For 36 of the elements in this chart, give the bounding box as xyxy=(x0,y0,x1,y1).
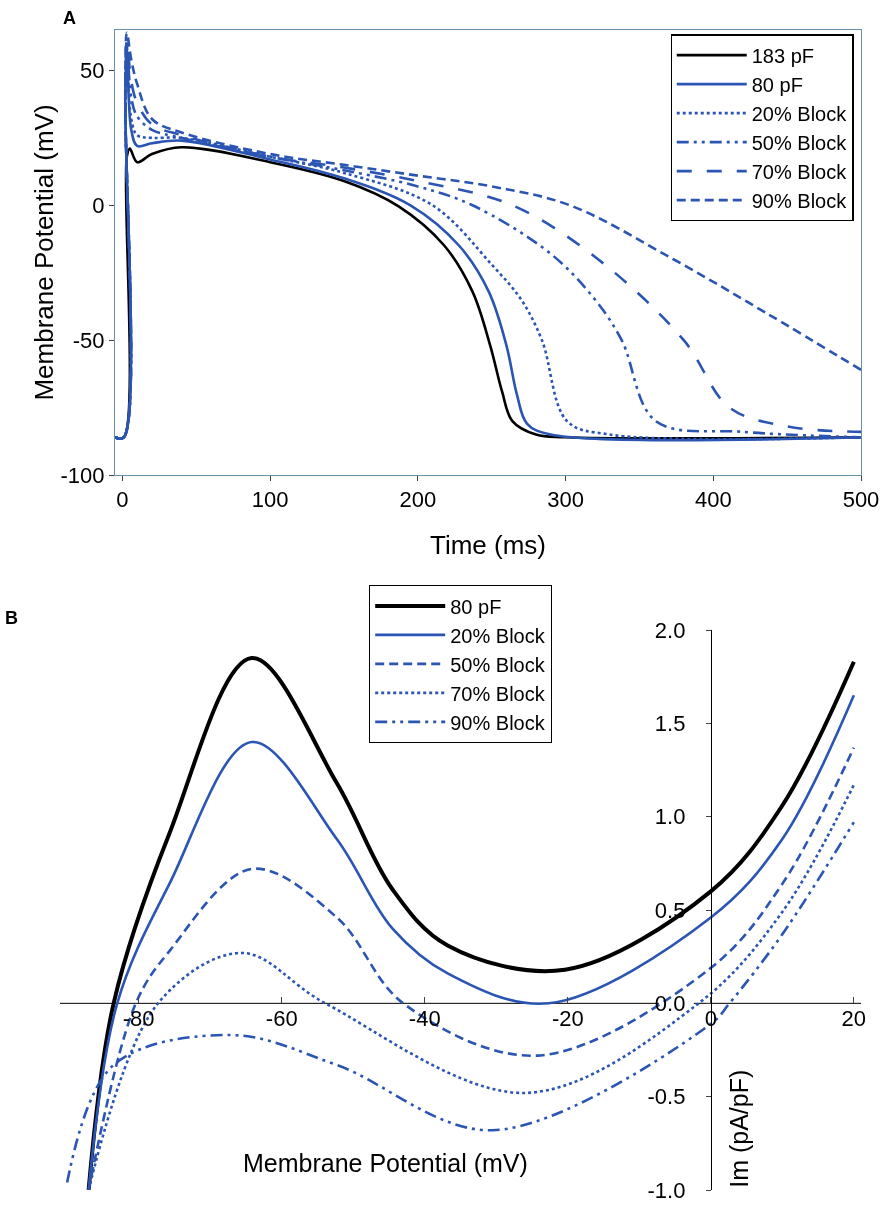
y-tick-label: -1.0 xyxy=(647,1177,686,1203)
x-axis-title: Membrane Potential (mV) xyxy=(243,1149,528,1177)
legend-label: 70% Block xyxy=(751,160,848,183)
y-tick-label: -100 xyxy=(60,462,105,488)
x-tick-label: 400 xyxy=(694,487,732,513)
legend-label: 90% Block xyxy=(450,711,546,734)
legend-label: 20% Block xyxy=(450,624,546,647)
legend-label: 70% Block xyxy=(450,682,546,705)
x-tick-label: 300 xyxy=(547,487,584,513)
y-tick-label: 0 xyxy=(92,193,105,218)
y-tick-label: 1.5 xyxy=(654,711,686,737)
x-tick-label: 200 xyxy=(399,487,437,513)
x-tick-label: 100 xyxy=(251,487,289,513)
x-tick-label: 0 xyxy=(116,487,129,513)
legend-label: 50% Block xyxy=(450,653,546,676)
y-axis-title: Membrane Potential (mV) xyxy=(29,104,59,401)
x-tick-label: -20 xyxy=(551,1006,584,1032)
legend-label: 20% Block xyxy=(751,102,848,125)
legend-label: 80 pF xyxy=(450,595,502,618)
y-tick-label: 50 xyxy=(80,58,105,84)
chart-title: B xyxy=(5,608,18,628)
legend-label: 90% Block xyxy=(751,189,848,212)
x-axis-title: Time (ms) xyxy=(429,530,547,560)
x-tick-label: -80 xyxy=(122,1006,155,1032)
legend-label: 183 pF xyxy=(751,44,815,67)
x-tick-label: 20 xyxy=(841,1006,867,1032)
y-tick-label: 2.0 xyxy=(654,617,686,643)
x-tick-label: 500 xyxy=(842,487,880,513)
legend-label: 50% Block xyxy=(751,131,848,154)
y-tick-label: -0.5 xyxy=(647,1084,686,1110)
y-tick-label: -50 xyxy=(72,327,105,353)
legend-label: 80 pF xyxy=(751,73,803,96)
y-tick-label: 1.0 xyxy=(654,804,686,830)
chart-title: A xyxy=(63,8,76,28)
y-axis-title: Im (pA/pF) xyxy=(724,1069,753,1188)
x-tick-label: -60 xyxy=(265,1006,298,1032)
